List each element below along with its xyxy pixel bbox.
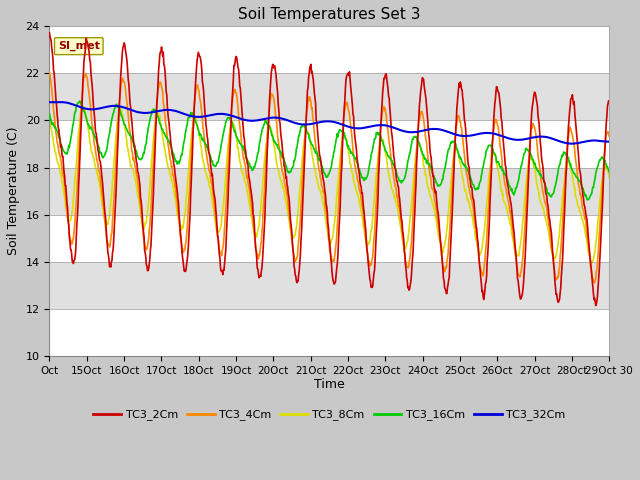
X-axis label: Time: Time (314, 378, 345, 391)
Text: SI_met: SI_met (58, 41, 100, 51)
Legend: TC3_2Cm, TC3_4Cm, TC3_8Cm, TC3_16Cm, TC3_32Cm: TC3_2Cm, TC3_4Cm, TC3_8Cm, TC3_16Cm, TC3… (89, 405, 570, 425)
Bar (49, 168, 609, 215)
Bar (49, 215, 609, 262)
Bar (49, 120, 609, 168)
Y-axis label: Soil Temperature (C): Soil Temperature (C) (7, 127, 20, 255)
Bar (49, 309, 609, 357)
Bar (49, 262, 609, 309)
Bar (49, 26, 609, 73)
Title: Soil Temperatures Set 3: Soil Temperatures Set 3 (238, 7, 420, 22)
Bar (49, 73, 609, 120)
